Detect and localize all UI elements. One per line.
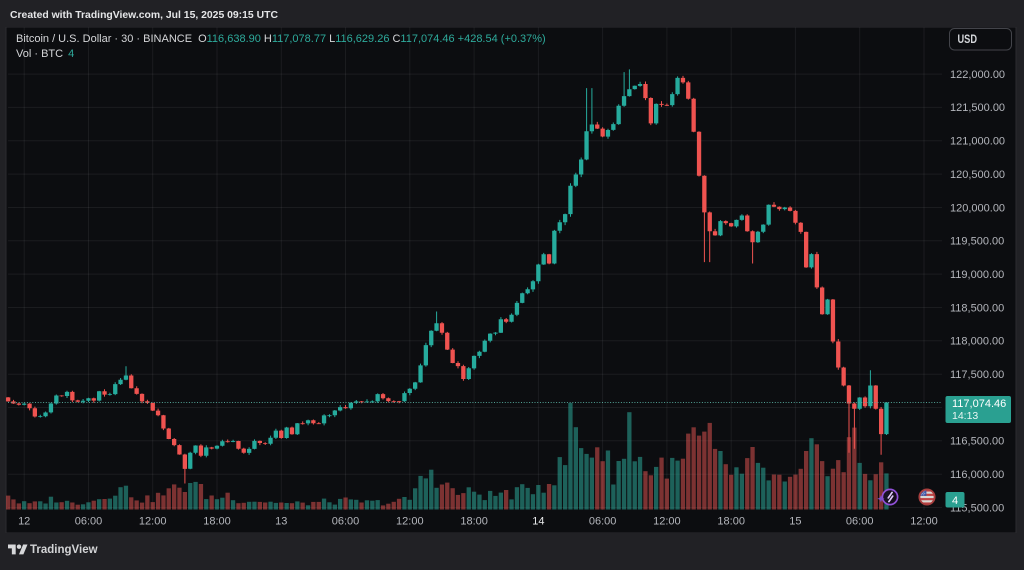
- svg-text:14: 14: [532, 516, 544, 528]
- svg-text:06:00: 06:00: [75, 516, 103, 528]
- svg-text:06:00: 06:00: [332, 516, 360, 528]
- svg-text:06:00: 06:00: [846, 516, 874, 528]
- svg-text:119,500.00: 119,500.00: [950, 236, 1004, 248]
- svg-text:117,074.46: 117,074.46: [952, 398, 1006, 410]
- svg-text:120,500.00: 120,500.00: [950, 169, 1005, 181]
- svg-text:118,500.00: 118,500.00: [950, 302, 1004, 314]
- svg-text:14:13: 14:13: [952, 410, 978, 422]
- svg-text:18:00: 18:00: [203, 516, 231, 528]
- svg-text:18:00: 18:00: [717, 516, 745, 528]
- svg-text:121,500.00: 121,500.00: [950, 102, 1005, 114]
- svg-text:122,000.00: 122,000.00: [950, 69, 1005, 81]
- svg-text:117,500.00: 117,500.00: [950, 369, 1004, 381]
- svg-text:18:00: 18:00: [460, 516, 488, 528]
- svg-text:Created with TradingView.com,: Created with TradingView.com, Jul 15, 20…: [10, 10, 278, 21]
- svg-text:121,000.00: 121,000.00: [950, 136, 1005, 148]
- svg-text:13: 13: [275, 516, 287, 528]
- svg-text:06:00: 06:00: [589, 516, 617, 528]
- svg-text:TradingView: TradingView: [30, 544, 98, 556]
- svg-text:4: 4: [952, 495, 958, 507]
- svg-text:12:00: 12:00: [139, 516, 167, 528]
- svg-text:12:00: 12:00: [653, 516, 681, 528]
- svg-text:15: 15: [789, 516, 801, 528]
- svg-text:116,000.00: 116,000.00: [950, 469, 1004, 481]
- svg-text:12:00: 12:00: [396, 516, 424, 528]
- svg-text:116,500.00: 116,500.00: [950, 436, 1004, 448]
- svg-text:119,000.00: 119,000.00: [950, 269, 1004, 281]
- svg-text:Bitcoin / U.S. Dollar · 30 · B: Bitcoin / U.S. Dollar · 30 · BINANCE O116…: [16, 33, 546, 45]
- svg-text:12: 12: [18, 516, 30, 528]
- svg-text:12:00: 12:00: [910, 516, 938, 528]
- svg-text:120,000.00: 120,000.00: [950, 202, 1005, 214]
- svg-text:USD: USD: [958, 32, 978, 46]
- svg-text:118,000.00: 118,000.00: [950, 336, 1004, 348]
